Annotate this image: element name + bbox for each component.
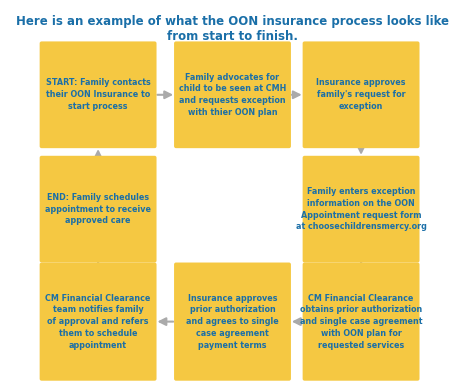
FancyBboxPatch shape [303, 156, 419, 263]
FancyBboxPatch shape [303, 41, 419, 148]
FancyBboxPatch shape [174, 263, 291, 381]
FancyBboxPatch shape [40, 156, 157, 263]
Text: START: Family contacts
their OON Insurance to
start process: START: Family contacts their OON Insuran… [46, 78, 151, 111]
Text: CM Financial Clearance
team notifies family
of approval and refers
them to sched: CM Financial Clearance team notifies fam… [46, 293, 151, 350]
Text: END: Family schedules
appointment to receive
approved care: END: Family schedules appointment to rec… [45, 193, 151, 225]
FancyBboxPatch shape [40, 41, 157, 148]
Text: Insurance approves
family's request for
exception: Insurance approves family's request for … [316, 78, 406, 111]
FancyBboxPatch shape [40, 263, 157, 381]
Text: Family enters exception
information on the OON
Appointment request form
at choos: Family enters exception information on t… [296, 187, 426, 231]
FancyBboxPatch shape [303, 263, 419, 381]
FancyBboxPatch shape [174, 41, 291, 148]
Text: Family advocates for
child to be seen at CMH
and requests exception
with thier O: Family advocates for child to be seen at… [179, 73, 286, 117]
Text: Here is an example of what the OON insurance process looks like from start to fi: Here is an example of what the OON insur… [16, 15, 449, 43]
Text: Insurance approves
prior authorization
and agrees to single
case agreement
payme: Insurance approves prior authorization a… [186, 293, 279, 350]
Text: CM Financial Clearance
obtains prior authorization
and single case agreement
wit: CM Financial Clearance obtains prior aut… [300, 293, 422, 350]
